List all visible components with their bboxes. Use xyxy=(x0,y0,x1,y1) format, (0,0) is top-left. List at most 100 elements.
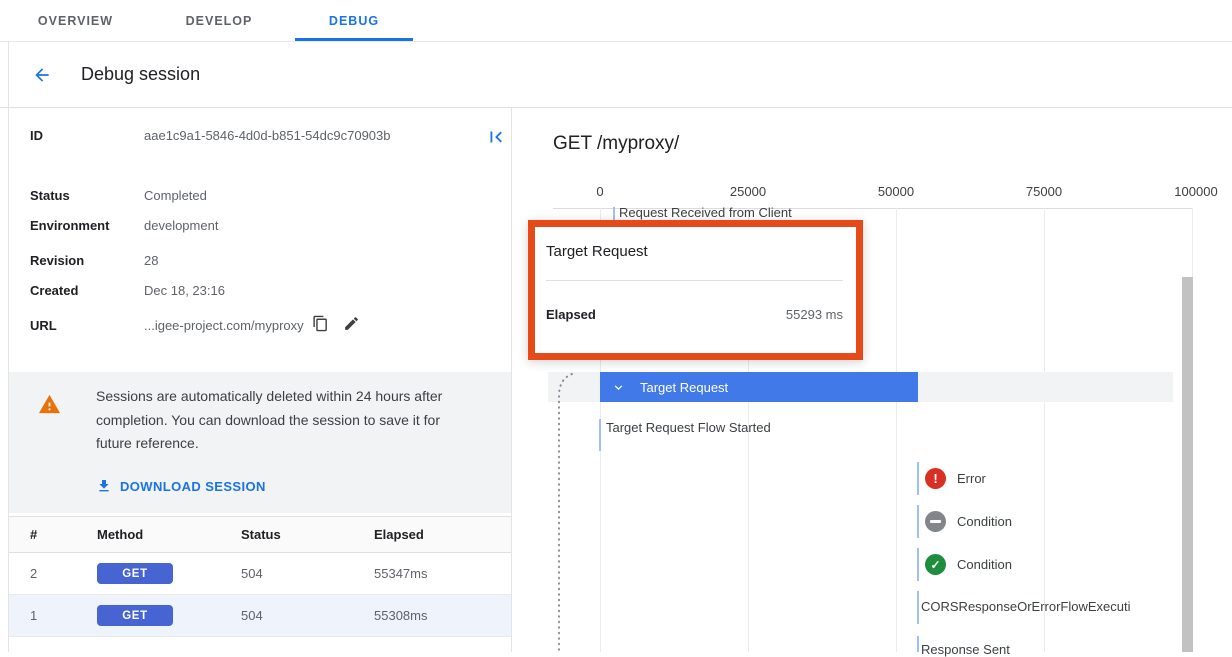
gridline-25000 xyxy=(748,208,749,652)
condition-true-label: Condition xyxy=(957,557,1012,572)
session-detail-panel: ID aae1c9a1-5846-4d0d-b851-54dc9c70903b … xyxy=(9,108,511,652)
transactions-header-row: # Method Status Elapsed xyxy=(9,516,511,553)
download-session-link[interactable]: DOWNLOAD SESSION xyxy=(96,478,266,494)
error-label: Error xyxy=(957,471,986,486)
table-row-transaction-2[interactable]: 2 GET 504 55347ms xyxy=(9,553,511,595)
session-deletion-notice: Sessions are automatically deleted withi… xyxy=(9,372,511,513)
event-tick-flow-started xyxy=(599,419,601,451)
tab-overview[interactable]: OVERVIEW xyxy=(37,13,114,28)
target-request-tooltip-annotation: Target Request Elapsed 55293 ms xyxy=(528,220,863,360)
error-icon: ! xyxy=(925,468,946,489)
flow-connector-dotted-line xyxy=(558,373,573,652)
gridline-75000 xyxy=(1044,208,1045,652)
revision-value: 28 xyxy=(144,253,159,268)
copy-icon xyxy=(313,315,327,332)
url-value: ...igee-project.com/myproxy xyxy=(144,318,304,333)
status-label: Status xyxy=(30,188,70,203)
revision-label: Revision xyxy=(30,253,85,268)
tooltip-elapsed-label: Elapsed xyxy=(546,307,596,322)
header-num: # xyxy=(30,527,38,542)
tx-num: 1 xyxy=(30,608,38,623)
notice-message: Sessions are automatically deleted withi… xyxy=(96,388,443,451)
copy-url-button[interactable] xyxy=(312,315,330,333)
event-tick-condition-false xyxy=(917,505,919,538)
event-tick-cors xyxy=(917,591,919,624)
collapse-panel-button[interactable] xyxy=(485,126,507,148)
event-condition-true[interactable]: ✓ Condition xyxy=(925,554,1012,575)
tab-debug[interactable]: DEBUG xyxy=(295,0,413,41)
target-request-bar-label: Target Request xyxy=(640,379,729,395)
event-tick-condition-true xyxy=(917,548,919,581)
event-response-sent: Response Sent xyxy=(921,642,1010,657)
id-label: ID xyxy=(30,128,43,143)
tooltip-title: Target Request xyxy=(546,243,648,260)
tx-elapsed: 55308ms xyxy=(374,608,428,623)
axis-tick-50000: 50000 xyxy=(877,184,915,199)
left-edge-divider xyxy=(8,42,9,652)
target-request-flow-bar[interactable]: Target Request xyxy=(600,372,918,402)
gridline-50000 xyxy=(896,208,897,652)
tx-num: 2 xyxy=(30,566,38,581)
detail-row-url: URL ...igee-project.com/myproxy xyxy=(9,315,511,337)
environment-value: development xyxy=(144,218,219,233)
condition-true-icon: ✓ xyxy=(925,554,946,575)
event-tick-error xyxy=(917,462,919,495)
method-badge: GET xyxy=(97,563,173,584)
collapse-panel-icon xyxy=(490,131,502,143)
axis-tick-0: 0 xyxy=(596,184,604,199)
tx-elapsed: 55347ms xyxy=(374,566,428,581)
page-title: Debug session xyxy=(81,64,201,84)
event-error[interactable]: ! Error xyxy=(925,468,986,489)
event-condition-false[interactable]: Condition xyxy=(925,511,1012,532)
timeline-scrollbar[interactable] xyxy=(1182,277,1193,652)
download-session-label: DOWNLOAD SESSION xyxy=(120,478,266,494)
created-label: Created xyxy=(30,283,79,298)
transactions-table: # Method Status Elapsed 2 GET 504 55347m… xyxy=(9,516,511,637)
timeline-axis xyxy=(553,208,1193,209)
status-value: Completed xyxy=(144,188,207,203)
condition-false-label: Condition xyxy=(957,514,1012,529)
tab-debug-label: DEBUG xyxy=(328,13,380,28)
header-status: Status xyxy=(241,527,281,542)
back-button[interactable] xyxy=(30,63,54,87)
tooltip-elapsed-value: 55293 ms xyxy=(785,307,843,322)
transaction-timeline-panel: GET /myproxy/ 0 25000 50000 75000 100000… xyxy=(512,108,1232,657)
warning-icon xyxy=(38,393,61,421)
tx-status: 504 xyxy=(241,566,263,581)
event-cors-flow: CORSResponseOrErrorFlowExecuti xyxy=(921,599,1131,614)
method-badge: GET xyxy=(97,605,173,626)
header-elapsed: Elapsed xyxy=(374,527,424,542)
download-icon xyxy=(99,480,109,492)
tooltip-divider xyxy=(546,280,843,281)
environment-label: Environment xyxy=(30,218,110,233)
pencil-icon xyxy=(344,317,358,330)
axis-tick-100000: 100000 xyxy=(1174,184,1218,199)
detail-row-created: Created Dec 18, 23:16 xyxy=(9,280,511,302)
detail-row-revision: Revision 28 xyxy=(9,250,511,272)
created-value: Dec 18, 23:16 xyxy=(144,283,225,298)
axis-tick-25000: 25000 xyxy=(729,184,767,199)
axis-tick-75000: 75000 xyxy=(1025,184,1063,199)
event-tick-response-sent xyxy=(917,636,919,652)
header-method: Method xyxy=(97,527,144,542)
url-label: URL xyxy=(30,318,57,333)
edit-url-button[interactable] xyxy=(343,315,361,333)
detail-row-environment: Environment development xyxy=(9,215,511,237)
event-request-received: Request Received from Client xyxy=(619,205,792,220)
back-arrow-icon xyxy=(35,67,49,82)
event-flow-started: Target Request Flow Started xyxy=(606,420,771,435)
panel-separator xyxy=(511,108,512,652)
tab-debug-underline xyxy=(295,38,413,41)
detail-row-id: ID aae1c9a1-5846-4d0d-b851-54dc9c70903b xyxy=(9,125,511,147)
event-tick-request-received xyxy=(613,207,615,222)
chevron-down-icon xyxy=(611,379,627,395)
tx-status: 504 xyxy=(241,608,263,623)
tab-develop[interactable]: DEVELOP xyxy=(185,13,253,28)
tab-bar: OVERVIEW DEVELOP DEBUG xyxy=(0,0,1232,42)
table-row-transaction-1[interactable]: 1 GET 504 55308ms xyxy=(9,595,511,637)
id-value: aae1c9a1-5846-4d0d-b851-54dc9c70903b xyxy=(144,128,391,143)
transaction-title: GET /myproxy/ xyxy=(553,133,680,154)
detail-row-status: Status Completed xyxy=(9,185,511,207)
page-header: Debug session xyxy=(0,42,1232,108)
condition-false-icon xyxy=(925,511,946,532)
